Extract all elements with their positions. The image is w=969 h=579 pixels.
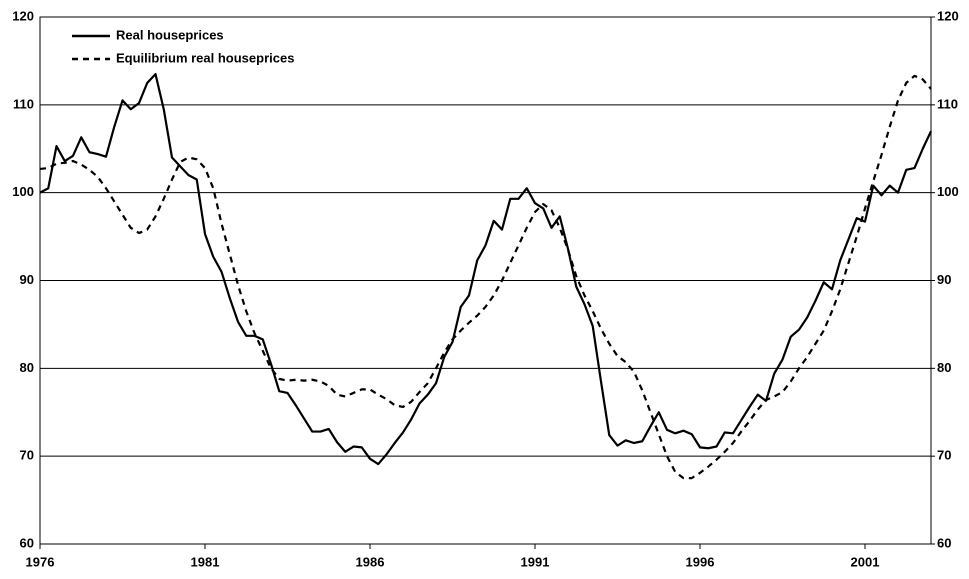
y2-tick-label: 70 <box>937 448 951 463</box>
y-tick-label: 80 <box>20 360 34 375</box>
y-tick-label: 70 <box>20 448 34 463</box>
series-line <box>39 72 932 466</box>
y-tick-label: 60 <box>20 535 34 550</box>
plot-frame <box>39 16 932 545</box>
x-tick-label: 1991 <box>521 554 550 569</box>
y-tick-label: 100 <box>12 184 34 199</box>
y2-tick-label: 80 <box>937 360 951 375</box>
y2-tick-label: 90 <box>937 272 951 287</box>
y2-tick-label: 110 <box>937 96 958 111</box>
x-tick-label: 2001 <box>851 554 880 569</box>
y2-tick-label: 100 <box>937 184 959 199</box>
y-tick-label: 110 <box>13 96 34 111</box>
x-tick-label: 1996 <box>686 554 715 569</box>
legend-label: Real houseprices <box>116 27 224 42</box>
series-line <box>39 74 932 480</box>
y2-tick-label: 120 <box>937 8 959 23</box>
x-tick-label: 1981 <box>191 554 220 569</box>
x-tick-label: 1976 <box>26 554 55 569</box>
x-tick-label: 1986 <box>356 554 385 569</box>
legend-label: Equilibrium real houseprices <box>116 50 294 65</box>
y-tick-label: 120 <box>12 8 34 23</box>
y2-tick-label: 60 <box>937 535 951 550</box>
y-tick-label: 90 <box>20 272 34 287</box>
